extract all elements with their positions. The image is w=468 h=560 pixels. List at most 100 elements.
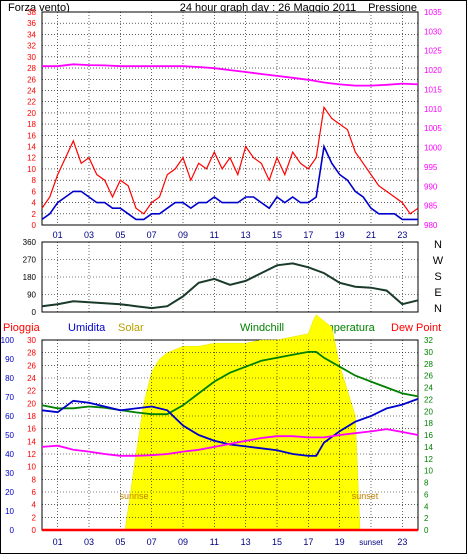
temperature-series <box>41 351 419 532</box>
temperature-tick-label: 4 <box>424 502 429 511</box>
hour-tick-label: 07 <box>147 537 157 547</box>
temperature-tick-label: 28 <box>424 360 433 369</box>
rain-tick-label: 24 <box>27 374 36 383</box>
wind-tick-label: 6 <box>32 187 37 196</box>
wind-direction-line <box>41 262 419 310</box>
wind-tick-label: 18 <box>27 120 36 129</box>
compass-label: W <box>433 255 444 267</box>
humidity-line <box>41 398 419 457</box>
direction-panel-frame <box>41 241 419 313</box>
pressure-tick-label: 995 <box>424 163 438 172</box>
hour-tick-label: 01 <box>53 537 63 547</box>
wind-tick-label: 30 <box>27 53 36 62</box>
wind-tick-label: 20 <box>27 109 36 118</box>
wind-x-axis-labels: 01 03 05 07 09 11 13 15 17 19 21 23 <box>53 230 408 240</box>
humidity-tick-label: 70 <box>5 393 14 402</box>
rain-tick-label: 8 <box>32 475 37 484</box>
hour-tick-label: 09 <box>178 537 188 547</box>
wind-tick-label: 38 <box>27 8 36 17</box>
sunset-label: sunset <box>352 491 379 501</box>
humidity-tick-label: 50 <box>5 431 14 440</box>
temperature-tick-label: 6 <box>424 490 429 499</box>
pressure-tick-label: 1035 <box>424 8 442 17</box>
direction-tick-label: 360 <box>23 238 37 247</box>
rain-tick-label: 22 <box>27 387 36 396</box>
direction-tick-label: 0 <box>32 308 37 317</box>
compass-label: E <box>434 287 441 299</box>
compass-label: N <box>434 303 442 315</box>
temperature-x-axis-labels: 01 03 05 07 09 11 13 15 17 19 sunset 23 <box>53 537 408 547</box>
pressure-tick-label: 985 <box>424 202 438 211</box>
humidity-tick-label: 10 <box>5 507 14 516</box>
temperature-tick-label: 2 <box>424 514 429 523</box>
wind-tick-label: 28 <box>27 64 36 73</box>
legend-item: Umidita <box>68 322 106 334</box>
pressure-tick-label: 980 <box>424 221 438 230</box>
rain-tick-label: 6 <box>32 488 37 497</box>
rain-tick-label: 26 <box>27 361 36 370</box>
hour-tick-label: 01 <box>53 230 63 240</box>
direction-tick-label: 90 <box>27 291 36 300</box>
hour-tick-label: 17 <box>303 537 313 547</box>
pressure-tick-label: 1005 <box>424 124 442 133</box>
header-right-label: Pressione <box>368 2 417 14</box>
hour-tick-label: 23 <box>397 537 407 547</box>
temperature-tick-label: 16 <box>424 431 433 440</box>
humidity-tick-label: 60 <box>5 412 14 421</box>
humidity-tick-label: 100 <box>1 336 15 345</box>
rain-tick-label: 18 <box>27 412 36 421</box>
pressure-tick-label: 1030 <box>424 27 442 36</box>
temperature-tick-label: 30 <box>424 348 433 357</box>
humidity-y-axis-labels: 0 10 20 30 40 50 60 70 80 90 100 <box>1 336 15 535</box>
wind-gust-line <box>41 105 419 215</box>
hour-tick-label: 13 <box>241 230 251 240</box>
wind-tick-label: 0 <box>32 221 37 230</box>
legend-item: Windchill <box>240 322 284 334</box>
rain-tick-label: 16 <box>27 425 36 434</box>
wind-panel-frame <box>41 11 419 226</box>
compass-label: N <box>434 239 442 251</box>
sunrise-label: sunrise <box>119 491 148 501</box>
rain-tick-label: 0 <box>32 526 37 535</box>
sun-annotations: sunrise sunset <box>119 491 378 501</box>
compass-label: S <box>434 271 441 283</box>
hour-tick-label: 11 <box>210 537 219 547</box>
header-title: 24 hour graph day : 26 Maggio 2011 <box>180 2 357 14</box>
wind-tick-label: 16 <box>27 131 36 140</box>
humidity-tick-label: 20 <box>5 488 14 497</box>
temperature-tick-label: 26 <box>424 372 433 381</box>
hour-tick-label: 05 <box>115 537 125 547</box>
direction-series <box>41 262 419 310</box>
legend: Pioggia Umidita Solar Windchill Temperatura D… <box>3 322 441 334</box>
wind-tick-label: 34 <box>27 30 36 39</box>
rain-tick-label: 30 <box>27 336 36 345</box>
header-left-label: Forza vento) <box>8 2 70 14</box>
pressure-tick-label: 1010 <box>424 105 442 114</box>
humidity-tick-label: 90 <box>5 355 14 364</box>
solar-area-fill <box>42 314 418 531</box>
temperature-tick-label: 10 <box>424 467 433 476</box>
hour-tick-label: 15 <box>272 537 282 547</box>
hour-tick-label: 21 <box>366 230 376 240</box>
hour-tick-label: 23 <box>397 230 407 240</box>
rain-tick-label: 10 <box>27 463 36 472</box>
pressure-y-axis-labels: 980 985 990 995 1000 1005 1010 1015 1020 1025 1030… <box>424 8 442 230</box>
wind-series <box>41 63 419 221</box>
hour-tick-label: 05 <box>115 230 125 240</box>
wind-tick-label: 2 <box>32 210 37 219</box>
wind-average-line <box>41 143 418 221</box>
temperature-tick-label: 20 <box>424 407 433 416</box>
legend-item: Pioggia <box>3 322 41 334</box>
hour-tick-label: 11 <box>210 230 219 240</box>
wind-tick-label: 8 <box>32 176 37 185</box>
wind-tick-label: 24 <box>27 86 36 95</box>
temperature-tick-label: 18 <box>424 419 433 428</box>
wind-panel-grid <box>42 11 418 226</box>
temperature-tick-label: 24 <box>424 384 433 393</box>
hour-tick-label: 17 <box>303 230 313 240</box>
